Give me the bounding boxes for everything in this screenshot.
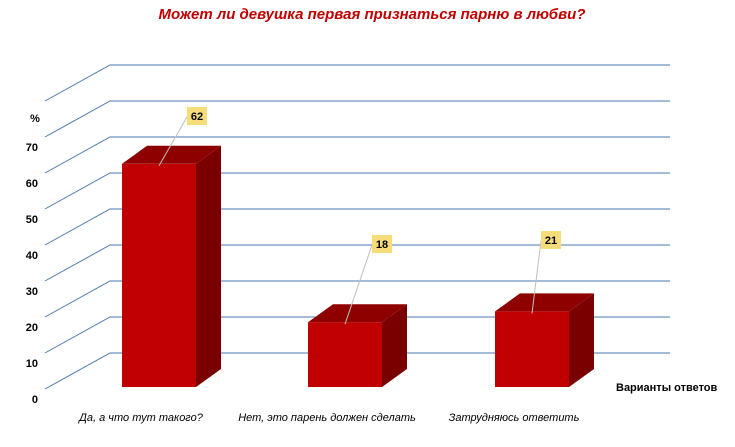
chart-title: Может ли девушка первая признаться парню… [159,6,586,23]
x-axis-title: Варианты ответов [616,382,718,394]
gridline [44,280,670,318]
bar [308,322,382,387]
y-tick-label: 70 [26,142,38,154]
y-axis-ticks: 0 10 20 30 40 50 60 70 [26,142,38,406]
category-labels: Да, а что тут такого? Нет, это парень дол… [77,412,579,424]
category-label: Нет, это парень должен сделать [238,412,416,424]
data-label-box [187,107,207,125]
data-label-box [541,231,561,249]
bar [122,163,196,387]
bar-top [495,293,594,312]
y-tick-label: 10 [26,358,38,370]
gridline [44,244,670,282]
data-label: 21 [545,235,557,247]
bar [495,311,569,387]
gridline [44,316,670,354]
data-label-box [372,235,392,253]
category-label: Да, а что тут такого? [77,412,204,424]
gridline [44,172,670,210]
y-tick-label: 40 [26,250,38,262]
data-label-leader [531,240,542,314]
y-tick-label: 30 [26,286,38,298]
gridline [44,64,670,102]
bar-top [122,145,221,164]
bars [122,145,594,387]
bar-top [308,304,407,323]
bar-side [569,293,594,387]
y-tick-label: 20 [26,322,38,334]
category-label: Затрудняюсь ответить [449,412,580,424]
gridline [44,100,670,138]
y-tick-label: 60 [26,178,38,190]
data-labels: 62 18 21 [158,107,561,325]
gridline [44,208,670,246]
y-axis-title: % [30,113,40,125]
y-tick-label: 50 [26,214,38,226]
data-label-leader [344,244,373,325]
bar-side [382,304,407,387]
gridline [44,352,670,390]
bar-side [196,145,221,387]
data-label: 18 [376,239,388,251]
data-label-leader [158,116,188,167]
data-label: 62 [191,111,203,123]
gridlines [44,64,670,390]
gridline [44,136,670,174]
y-tick-label: 0 [32,394,38,406]
